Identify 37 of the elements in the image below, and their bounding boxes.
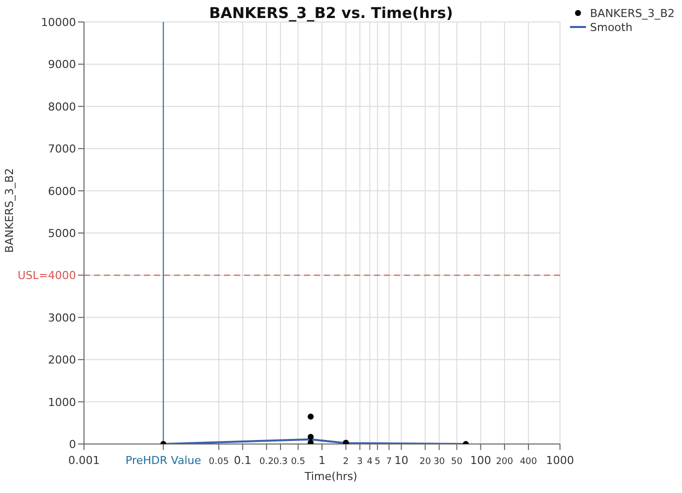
x-tick-label: 2 (343, 457, 349, 467)
x-tick-label: 200 (496, 457, 514, 467)
y-tick-label: 10000 (41, 16, 76, 29)
x-tick-label: 4 (366, 457, 373, 467)
y-tick-label: 0 (69, 438, 76, 451)
legend-label: Smooth (590, 20, 632, 34)
x-tick-label: 20 (419, 457, 432, 467)
y-tick-label: 3000 (48, 311, 76, 324)
x-tick-label: 0.05 (208, 457, 229, 467)
x-tick-label: 0.1 (234, 454, 252, 467)
x-tick-label: 0.5 (290, 457, 306, 467)
x-tick-label: 0.3 (273, 457, 288, 467)
x-tick-label: 400 (520, 457, 538, 467)
y-axis-title: BANKERS_3_B2 (2, 168, 16, 252)
x-tick-label: 5 (374, 457, 380, 467)
y-tick-label: 8000 (48, 100, 76, 114)
x-tick-label: 30 (433, 457, 446, 467)
x-tick-label: 50 (451, 457, 463, 467)
chart-title: BANKERS_3_B2 vs. Time(hrs) (208, 4, 454, 22)
x-tick-label: 100 (470, 454, 492, 467)
legend-label: BANKERS_3_B2 (590, 6, 675, 20)
y-tick-label: 5000 (48, 227, 76, 240)
x-tick-label: 3 (356, 457, 363, 467)
x-axis-title: Time(hrs) (304, 470, 358, 483)
y-tick-label: 9000 (48, 58, 76, 72)
y-tick-label: 6000 (48, 184, 76, 198)
x-tick-label: 1 (318, 454, 326, 467)
y-tick-label: 7000 (48, 142, 76, 156)
y-tick-label: 1000 (48, 396, 76, 409)
x-tick-label: PreHDR Value (126, 454, 202, 467)
y-tick-label: 2000 (48, 354, 76, 367)
x-tick-label: 0.2 (259, 457, 274, 467)
x-tick-label: 0.001 (68, 454, 100, 467)
y-tick-label: USL=4000 (18, 269, 76, 282)
x-tick-label: 1000 (546, 454, 574, 467)
x-tick-label: 7 (386, 457, 392, 467)
x-tick-label: 10 (394, 454, 408, 467)
